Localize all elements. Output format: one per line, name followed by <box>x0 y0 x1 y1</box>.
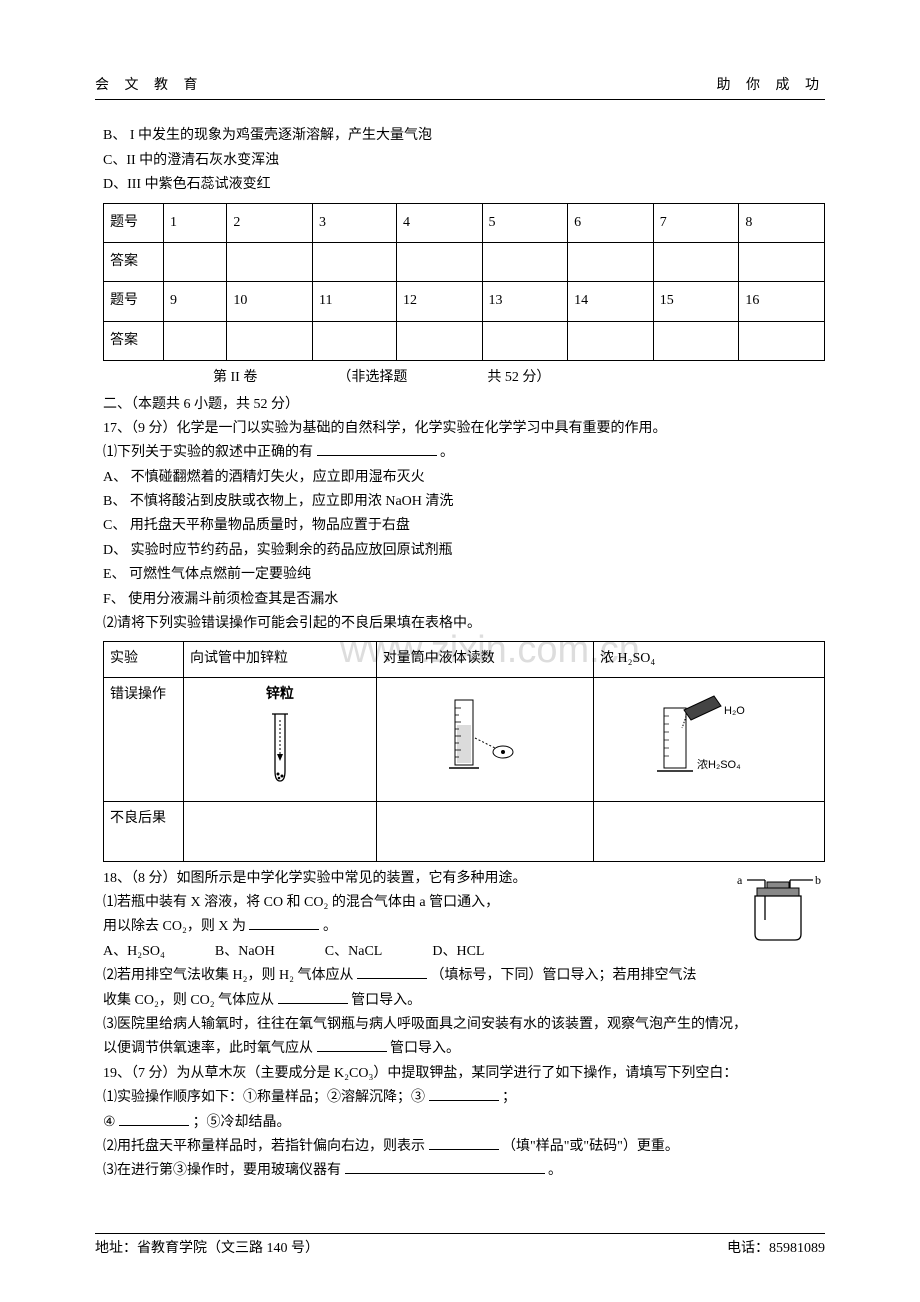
t1-c1: 1 <box>164 203 227 242</box>
t3-c4: 12 <box>396 282 482 321</box>
page-header: 会 文 教 育 助 你 成 功 <box>95 75 825 100</box>
q18-l4b: 以便调节供氧速率，此时氧气应从 管口导入。 <box>103 1038 825 1060</box>
q18-l1: 18、（8 分）如图所示是中学化学实验中常见的装置，它有多种用途。 <box>103 868 825 890</box>
exp-h2: 向试管中加锌粒 <box>184 642 377 677</box>
svg-text:H₂O: H₂O <box>724 705 745 717</box>
header-right: 助 你 成 功 <box>717 75 826 97</box>
line-3: ⑴下列关于实验的叙述中正确的有 。 <box>103 442 825 464</box>
t1-c6: 6 <box>568 203 654 242</box>
header-left: 会 文 教 育 <box>95 75 204 97</box>
dilution-icon: H₂O 浓H₂SO₄ <box>649 688 769 783</box>
exp-img-cylinder <box>376 677 593 801</box>
t4-label: 答案 <box>104 321 164 360</box>
exp-img-dilute: H₂O 浓H₂SO₄ <box>593 677 824 801</box>
exp-h4: 浓 H₂SO₄ <box>593 642 824 677</box>
t3-c7: 15 <box>653 282 739 321</box>
bottle-diagram: a b <box>735 872 825 947</box>
q17-d: D、 实验时应节约药品，实验剩余的药品应放回原试剂瓶 <box>103 540 825 562</box>
content-body: B、 I 中发生的现象为鸡蛋壳逐渐溶解，产生大量气泡 C、II 中的澄清石灰水变… <box>95 125 825 1182</box>
exp-h3: 对量筒中液体读数 <box>376 642 593 677</box>
exp-h1: 实验 <box>104 642 184 677</box>
option-b: B、 I 中发生的现象为鸡蛋壳逐渐溶解，产生大量气泡 <box>103 125 825 147</box>
t3-c6: 14 <box>568 282 654 321</box>
exp-blank-3[interactable] <box>593 801 824 861</box>
blank-19-2[interactable] <box>119 1112 189 1126</box>
q18-l3: ⑵若用排空气法收集 H₂，则 H₂ 气体应从 （填标号，下同）管口导入；若用排空… <box>103 965 825 987</box>
q18-l2a: ⑴若瓶中装有 X 溶液，将 CO 和 CO₂ 的混合气体由 a 管口通入， <box>103 892 825 914</box>
q17-c: C、 用托盘天平称量物品质量时，物品应置于右盘 <box>103 515 825 537</box>
option-c: C、II 中的澄清石灰水变浑浊 <box>103 150 825 172</box>
q17-b: B、 不慎将酸沾到皮肤或衣物上，应立即用浓 NaOH 清洗 <box>103 491 825 513</box>
blank-19-4[interactable] <box>345 1160 545 1174</box>
q18-a: A、H₂SO₄ <box>103 941 165 963</box>
t1-c7: 7 <box>653 203 739 242</box>
line-1: 二、（本题共 6 小题，共 52 分） <box>103 394 825 416</box>
t1-c8: 8 <box>739 203 825 242</box>
q19-l3: ⑵用托盘天平称量样品时，若指针偏向右边，则表示 （填"样品"或"砝码"）更重。 <box>103 1136 825 1158</box>
footer-left: 地址：省教育学院（文三路 140 号） <box>95 1238 319 1260</box>
blank-18-4[interactable] <box>317 1038 387 1052</box>
test-tube-icon <box>265 706 295 786</box>
t1-label: 题号 <box>104 203 164 242</box>
q19-l4: ⑶在进行第③操作时，要用玻璃仪器有 。 <box>103 1160 825 1182</box>
svg-text:b: b <box>815 873 821 887</box>
blank-18-2[interactable] <box>357 965 427 979</box>
blank-19-1[interactable] <box>429 1087 499 1101</box>
sec-right: 共 52 分） <box>487 367 550 389</box>
t3-c5: 13 <box>482 282 568 321</box>
q17-e: E、 可燃性气体点燃前一定要验纯 <box>103 564 825 586</box>
section-2-title: 第 II 卷 （非选择题 共 52 分） <box>103 367 825 389</box>
line-4: ⑵请将下列实验错误操作可能会引起的不良后果填在表格中。 <box>103 613 825 635</box>
t3-label: 题号 <box>104 282 164 321</box>
sec-left: 第 II 卷 <box>213 367 257 389</box>
t3-c2: 10 <box>227 282 313 321</box>
q18-opts: A、H₂SO₄ B、NaOH C、NaCL D、HCL <box>103 941 725 963</box>
t1-c3: 3 <box>313 203 397 242</box>
blank-17-1[interactable] <box>317 442 437 456</box>
footer-right: 电话：85981089 <box>727 1238 825 1260</box>
sec-mid: （非选择题 <box>337 367 407 389</box>
t3-c1: 9 <box>164 282 227 321</box>
exp-r2c1: 错误操作 <box>104 677 184 801</box>
option-d: D、III 中紫色石蕊试液变红 <box>103 174 825 196</box>
q17-f: F、 使用分液漏斗前须检查其是否漏水 <box>103 589 825 611</box>
blank-18-3[interactable] <box>278 990 348 1004</box>
exp-img-tube: 锌粒 <box>184 677 377 801</box>
q18-b: B、NaOH <box>215 941 275 963</box>
blank-18-1[interactable] <box>249 916 319 930</box>
t1-c5: 5 <box>482 203 568 242</box>
q19-l2: ⑴实验操作顺序如下：①称量样品；②溶解沉降；③ ； <box>103 1087 825 1109</box>
blank-19-3[interactable] <box>429 1136 499 1150</box>
svg-text:a: a <box>737 873 743 887</box>
q19-l1: 19、（7 分）为从草木灰（主要成分是 K₂CO₃）中提取钾盐，某同学进行了如下… <box>103 1063 825 1085</box>
answer-table: 题号 1 2 3 4 5 6 7 8 答案 题号 9 10 11 12 13 1… <box>103 203 825 362</box>
q17-a: A、 不慎碰翻燃着的酒精灯失火，应立即用湿布灭火 <box>103 467 825 489</box>
t1-c2: 2 <box>227 203 313 242</box>
t2-label: 答案 <box>104 242 164 281</box>
t3-c3: 11 <box>313 282 397 321</box>
t1-c4: 4 <box>396 203 482 242</box>
q18-l4a: ⑶医院里给病人输氧时，往往在氧气钢瓶与病人呼吸面具之间安装有水的该装置，观察气泡… <box>103 1014 825 1036</box>
q19-l2c: ④ ；⑤冷却结晶。 <box>103 1112 825 1134</box>
exp-blank-2[interactable] <box>376 801 593 861</box>
q18-d: D、HCL <box>432 941 484 963</box>
page-footer: 地址：省教育学院（文三路 140 号） 电话：85981089 <box>95 1233 825 1260</box>
q18-l3c: 收集 CO₂，则 CO₂ 气体应从 管口导入。 <box>103 990 825 1012</box>
gas-bottle-icon: a b <box>735 872 825 947</box>
q18-l2b: 用以除去 CO₂，则 X 为 。 <box>103 916 825 938</box>
exp-r3c1: 不良后果 <box>104 801 184 861</box>
exp-blank-1[interactable] <box>184 801 377 861</box>
line-2: 17、（9 分）化学是一门以实验为基础的自然科学，化学实验在化学学习中具有重要的… <box>103 418 825 440</box>
cylinder-icon <box>435 690 535 780</box>
experiment-table: 实验 向试管中加锌粒 对量筒中液体读数 浓 H₂SO₄ 错误操作 锌粒 <box>103 641 825 861</box>
svg-text:浓H₂SO₄: 浓H₂SO₄ <box>697 758 741 771</box>
q18-c: C、NaCL <box>325 941 383 963</box>
t3-c8: 16 <box>739 282 825 321</box>
